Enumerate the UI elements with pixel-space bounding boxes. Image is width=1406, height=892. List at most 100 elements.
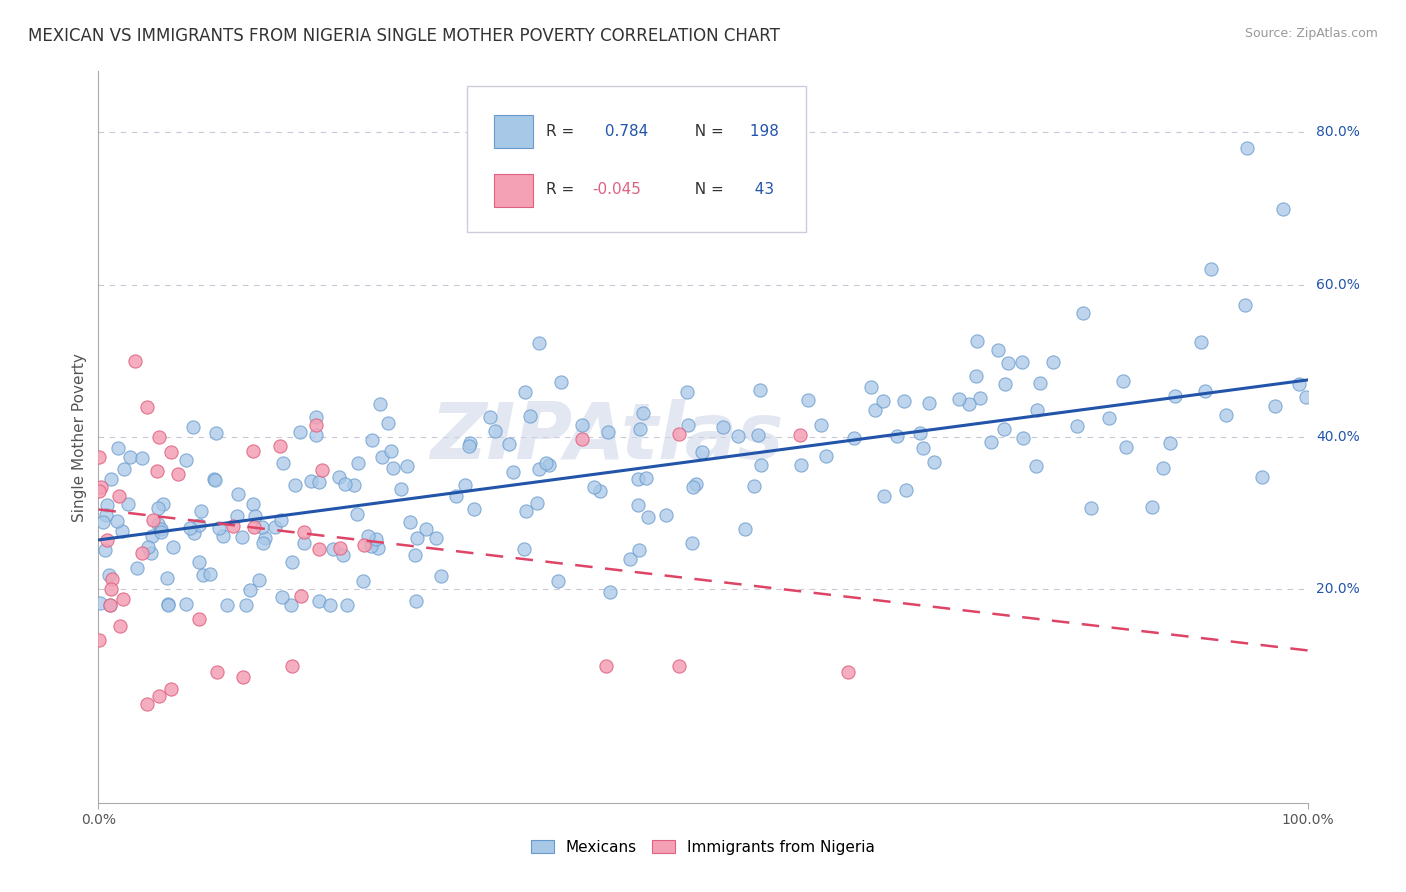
Point xyxy=(1012,431,1035,445)
Point xyxy=(269,439,291,453)
Point xyxy=(308,594,330,608)
Point xyxy=(377,417,399,431)
Point xyxy=(994,377,1017,392)
Text: N =: N = xyxy=(685,182,724,197)
Point xyxy=(322,542,344,557)
Point xyxy=(589,483,612,498)
Point xyxy=(87,633,110,648)
Point xyxy=(993,422,1015,436)
FancyBboxPatch shape xyxy=(494,115,533,148)
Point xyxy=(157,597,180,611)
Point xyxy=(245,508,267,523)
Point xyxy=(111,592,134,607)
Point xyxy=(367,541,389,556)
Point xyxy=(290,589,312,603)
Point xyxy=(484,425,506,439)
Point xyxy=(105,515,128,529)
Point xyxy=(628,422,651,436)
Point xyxy=(789,428,811,442)
Point xyxy=(174,452,197,467)
Point xyxy=(190,503,212,517)
Point xyxy=(637,510,659,524)
Point xyxy=(100,472,122,486)
Point xyxy=(842,431,865,445)
Point xyxy=(148,500,170,515)
Point xyxy=(146,464,169,478)
Point xyxy=(162,540,184,554)
Point xyxy=(987,343,1010,357)
Point xyxy=(380,443,402,458)
Point xyxy=(425,532,447,546)
Point xyxy=(243,520,266,534)
Point xyxy=(547,574,569,588)
Point xyxy=(1029,376,1052,390)
Point xyxy=(598,425,620,439)
Point xyxy=(626,472,648,486)
Point xyxy=(458,435,481,450)
Point xyxy=(152,497,174,511)
Point xyxy=(454,478,477,492)
Point xyxy=(1236,140,1258,154)
Point xyxy=(513,384,536,399)
Point xyxy=(97,567,120,582)
Point xyxy=(305,418,328,433)
Point xyxy=(969,391,991,405)
Point xyxy=(187,555,209,569)
Point xyxy=(893,394,915,409)
Point xyxy=(631,406,654,420)
Point xyxy=(232,670,254,684)
FancyBboxPatch shape xyxy=(467,86,806,232)
Point xyxy=(790,458,813,473)
Text: ZIPAtlas: ZIPAtlas xyxy=(429,399,783,475)
Point xyxy=(112,462,135,476)
Point xyxy=(146,517,169,532)
Point xyxy=(292,524,315,539)
Point xyxy=(308,475,330,489)
Point xyxy=(100,582,122,596)
Point xyxy=(225,509,247,524)
Point xyxy=(896,483,918,497)
Text: R =: R = xyxy=(546,124,579,139)
Point xyxy=(908,426,931,441)
FancyBboxPatch shape xyxy=(494,174,533,207)
Point xyxy=(271,591,294,605)
Point xyxy=(305,428,328,442)
Point xyxy=(1288,377,1310,392)
Point xyxy=(399,515,422,529)
Point xyxy=(599,585,621,599)
Text: 60.0%: 60.0% xyxy=(1316,277,1360,292)
Point xyxy=(179,521,201,535)
Point xyxy=(1199,262,1222,277)
Point xyxy=(217,598,239,612)
Point xyxy=(292,536,315,550)
Point xyxy=(515,503,537,517)
Point xyxy=(918,396,941,410)
Point xyxy=(332,548,354,562)
Point xyxy=(208,521,231,535)
Point xyxy=(299,475,322,489)
Point xyxy=(873,489,896,503)
Point xyxy=(1115,441,1137,455)
Point xyxy=(120,450,142,465)
Point xyxy=(837,665,859,680)
Point xyxy=(619,551,641,566)
Point xyxy=(965,369,987,384)
Point xyxy=(96,498,118,512)
Point xyxy=(1251,469,1274,483)
Point xyxy=(183,525,205,540)
Point xyxy=(537,458,560,472)
Point xyxy=(922,455,945,469)
Point xyxy=(319,598,342,612)
Point xyxy=(415,522,437,536)
Point xyxy=(458,439,481,453)
Point xyxy=(174,597,197,611)
Point xyxy=(1042,355,1064,369)
Point xyxy=(655,508,678,523)
Point xyxy=(131,450,153,465)
Point xyxy=(405,594,427,608)
Point xyxy=(1152,461,1174,475)
Point xyxy=(94,508,117,522)
Point xyxy=(527,335,550,350)
Point xyxy=(281,555,304,569)
Point xyxy=(634,471,657,485)
